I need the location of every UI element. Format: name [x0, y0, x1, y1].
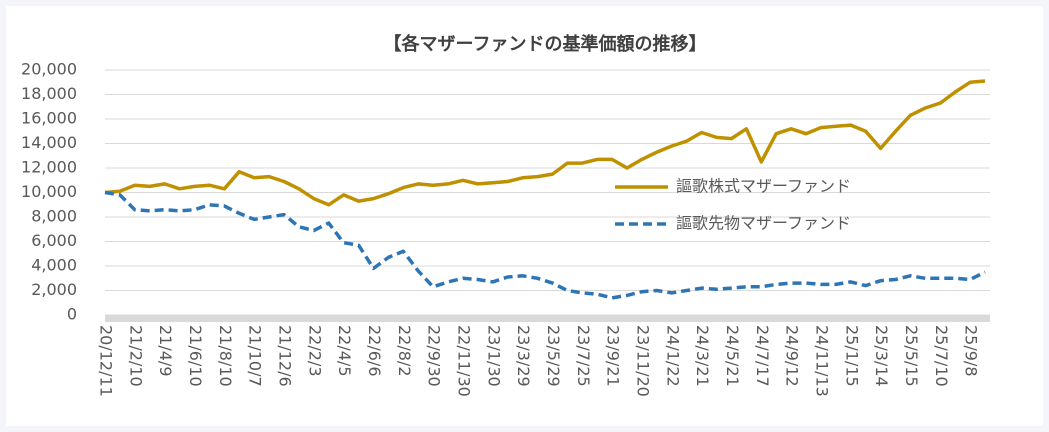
x-tick-label: 25/9/8	[962, 325, 981, 377]
x-tick-label: 23/7/25	[574, 325, 593, 387]
x-tick-label: 25/7/10	[932, 325, 951, 387]
x-tick-label: 21/2/10	[126, 325, 145, 387]
x-tick-label: 25/3/14	[872, 325, 891, 387]
x-tick-label: 24/11/13	[812, 325, 831, 397]
y-tick-label: 18,000	[21, 84, 77, 103]
x-tick-label: 21/12/6	[275, 325, 294, 387]
x-tick-label: 22/11/30	[454, 325, 473, 397]
legend-label: 謳歌株式マザーファンド	[676, 177, 851, 196]
x-tick-label: 25/5/15	[902, 325, 921, 387]
x-tick-label: 23/3/29	[514, 325, 533, 387]
y-tick-label: 14,000	[21, 133, 77, 152]
chart-area	[6, 6, 1043, 426]
x-tick-label: 22/8/2	[395, 325, 414, 377]
y-tick-label: 4,000	[31, 256, 77, 275]
y-tick-label: 12,000	[21, 158, 77, 177]
y-tick-label: 2,000	[31, 280, 77, 299]
series-line	[104, 190, 986, 300]
x-tick-label: 21/4/9	[156, 325, 175, 377]
x-tick-label: 21/6/10	[186, 325, 205, 387]
chart-title: 【各マザーファンドの基準価額の推移】	[384, 33, 707, 55]
x-tick-label: 22/6/6	[365, 325, 384, 377]
y-tick-label: 0	[67, 305, 77, 324]
x-tick-label: 22/4/5	[335, 325, 354, 377]
x-axis	[105, 315, 990, 322]
y-tick-label: 10,000	[21, 182, 77, 201]
y-tick-label: 20,000	[21, 60, 77, 79]
x-tick-label: 25/1/15	[842, 325, 861, 387]
x-tick-label: 22/9/30	[425, 325, 444, 387]
x-tick-label: 24/9/12	[783, 325, 802, 387]
x-tick-label: 21/10/7	[246, 325, 265, 387]
x-tick-label: 21/8/10	[216, 325, 235, 387]
x-tick-label: 24/5/21	[723, 325, 742, 387]
x-tick-label: 23/1/30	[484, 325, 503, 387]
x-tick-label: 20/12/11	[97, 325, 116, 397]
x-tick-label: 23/5/29	[544, 325, 563, 387]
y-tick-label: 8,000	[31, 207, 77, 226]
x-tick-label: 22/2/3	[305, 325, 324, 377]
x-tick-label: 24/1/22	[663, 325, 682, 387]
x-tick-label: 23/11/20	[633, 325, 652, 397]
x-tick-label: 24/7/17	[753, 325, 772, 387]
x-tick-label: 23/9/21	[604, 325, 623, 387]
x-tick-label: 24/3/21	[693, 325, 712, 387]
legend-label: 謳歌先物マザーファンド	[676, 214, 851, 233]
y-tick-label: 6,000	[31, 231, 77, 250]
series-line	[104, 79, 986, 207]
y-tick-label: 16,000	[21, 109, 77, 128]
